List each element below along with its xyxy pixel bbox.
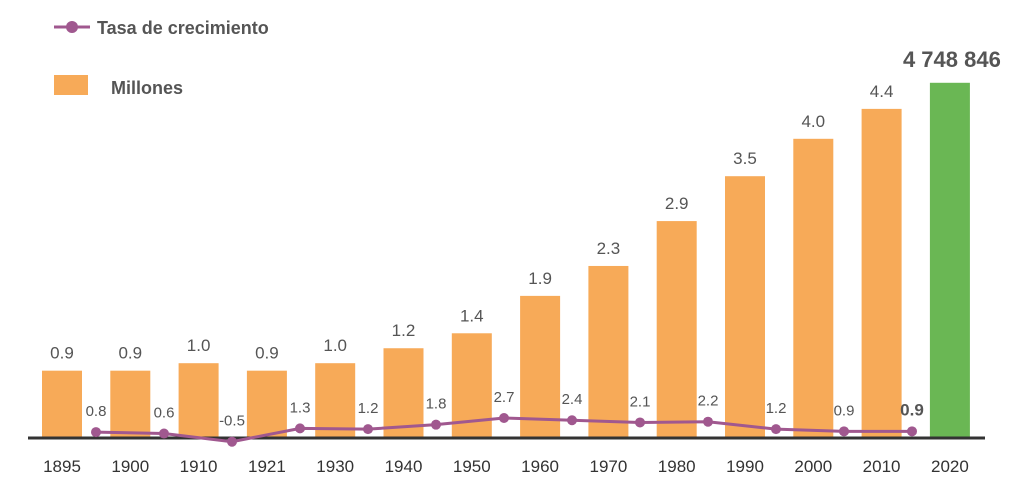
x-tick-1980: 1980 — [658, 457, 696, 476]
legend-label-millions: Millones — [111, 78, 183, 98]
x-tick-2010: 2010 — [863, 457, 901, 476]
bar-label-1960: 1.9 — [528, 269, 552, 288]
bar-label-1940: 1.2 — [392, 321, 416, 340]
bar-label-2000: 4.0 — [801, 112, 825, 131]
growth-point-6 — [499, 413, 509, 424]
bar-1900 — [110, 370, 151, 438]
growth-label-0: 0.8 — [86, 403, 107, 420]
growth-point-11 — [839, 426, 849, 437]
bar-label-1910: 1.0 — [187, 336, 211, 355]
growth-point-3 — [295, 423, 305, 434]
growth-label-1: 0.6 — [154, 405, 175, 422]
bar-2010 — [861, 108, 902, 438]
growth-point-9 — [703, 416, 713, 427]
bar-label-1980: 2.9 — [665, 194, 689, 213]
growth-point-7 — [567, 415, 577, 426]
growth-label-11: 0.9 — [834, 402, 855, 419]
x-tick-2000: 2000 — [794, 457, 832, 476]
growth-point-1 — [159, 428, 169, 439]
growth-label-7: 2.4 — [562, 391, 583, 408]
growth-label-8: 2.1 — [630, 393, 651, 410]
bar-label-1950: 1.4 — [460, 306, 484, 325]
bar-label-2010: 4.4 — [870, 82, 894, 101]
x-tick-1910: 1910 — [180, 457, 218, 476]
x-tick-2020: 2020 — [931, 457, 969, 476]
bar-label-1990: 3.5 — [733, 149, 757, 168]
growth-label-12: 0.9 — [900, 400, 924, 419]
growth-point-5 — [431, 419, 441, 430]
x-tick-1960: 1960 — [521, 457, 559, 476]
growth-label-5: 1.8 — [426, 396, 447, 413]
growth-label-6: 2.7 — [494, 389, 515, 406]
x-tick-1895: 1895 — [43, 457, 81, 476]
bar-1940 — [383, 348, 424, 438]
bar-1970 — [588, 265, 629, 438]
x-tick-1930: 1930 — [316, 457, 354, 476]
bar-2020 — [929, 82, 970, 438]
growth-label-3: 1.3 — [290, 399, 311, 416]
growth-point-8 — [635, 417, 645, 428]
legend-marker-icon — [66, 21, 78, 33]
x-tick-1921: 1921 — [248, 457, 286, 476]
bar-1895 — [42, 370, 82, 438]
bar-label-1900: 0.9 — [118, 344, 142, 363]
bar-2000 — [793, 138, 834, 439]
x-tick-1940: 1940 — [385, 457, 423, 476]
bar-label-1930: 1.0 — [323, 336, 347, 355]
bar-label-1895: 0.9 — [50, 344, 74, 363]
bar-1921 — [246, 370, 287, 438]
x-tick-1970: 1970 — [589, 457, 627, 476]
bar-1930 — [315, 363, 356, 438]
legend: Tasa de crecimiento Millones — [54, 18, 269, 98]
legend-label-growth: Tasa de crecimiento — [97, 18, 269, 38]
growth-point-0 — [91, 427, 101, 438]
bar-1960 — [520, 295, 561, 438]
bar-1980 — [656, 221, 697, 438]
growth-label-4: 1.2 — [358, 400, 379, 417]
bar-label-1921: 0.9 — [255, 344, 279, 363]
legend-swatch-icon — [54, 75, 88, 95]
growth-point-2 — [227, 436, 237, 447]
x-tick-1990: 1990 — [726, 457, 764, 476]
growth-label-2: -0.5 — [219, 413, 245, 430]
bar-label-1970: 2.3 — [597, 239, 621, 258]
growth-point-4 — [363, 424, 373, 435]
growth-label-9: 2.2 — [698, 393, 719, 410]
growth-label-10: 1.2 — [766, 400, 787, 417]
x-tick-1900: 1900 — [111, 457, 149, 476]
x-tick-1950: 1950 — [453, 457, 491, 476]
bar-label-2020: 4 748 846 — [903, 47, 1001, 72]
growth-point-10 — [771, 424, 781, 435]
bar-1910 — [178, 363, 219, 438]
growth-point-12 — [907, 426, 917, 437]
bar-1990 — [725, 176, 765, 438]
